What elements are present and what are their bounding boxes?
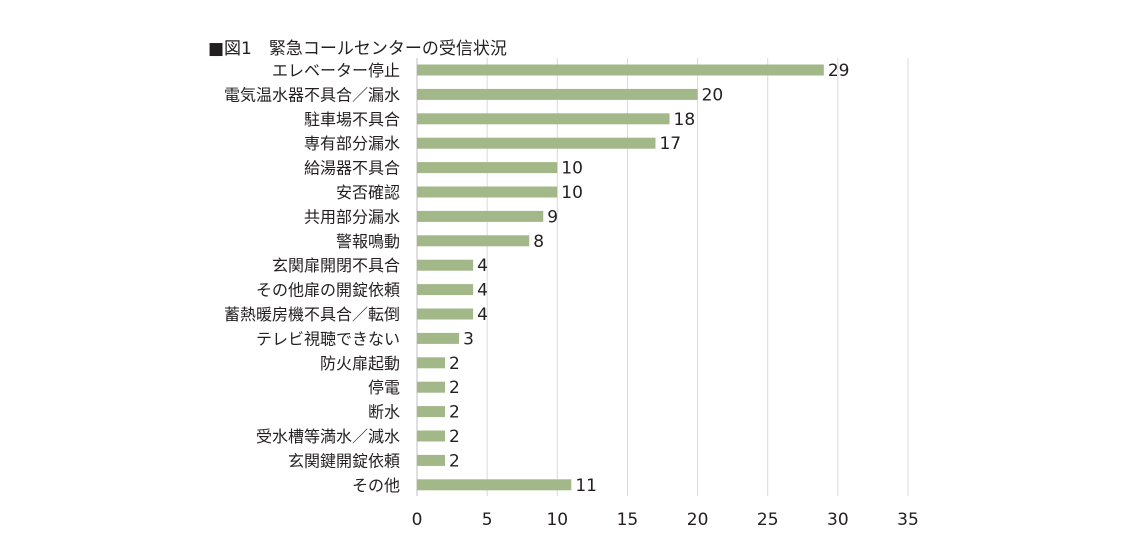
data-label: 2 <box>449 427 460 447</box>
data-label: 17 <box>659 134 681 154</box>
data-label: 3 <box>463 329 474 349</box>
category-label: 専有部分漏水 <box>304 134 400 153</box>
data-label: 9 <box>547 207 558 227</box>
x-tick-label: 25 <box>757 510 779 530</box>
bar <box>417 210 544 222</box>
category-label: 蓄熱暖房機不具合／転倒 <box>224 305 400 324</box>
category-label: その他 <box>352 476 400 495</box>
category-label: テレビ視聴できない <box>256 329 400 348</box>
data-label: 2 <box>449 403 460 423</box>
data-label: 4 <box>477 281 488 301</box>
category-label: 警報鳴動 <box>336 232 400 251</box>
category-label: エレベーター停止 <box>272 61 400 80</box>
data-label: 2 <box>449 451 460 471</box>
data-label: 4 <box>477 305 488 325</box>
bar <box>417 113 670 125</box>
bar <box>417 64 824 76</box>
category-label: その他扉の開錠依頼 <box>256 281 400 300</box>
category-labels: エレベーター停止電気温水器不具合／漏水駐車場不具合専有部分漏水給湯器不具合安否確… <box>224 61 400 495</box>
category-label: 共用部分漏水 <box>304 207 400 226</box>
bar <box>417 406 446 418</box>
data-label: 8 <box>533 232 544 252</box>
bar <box>417 357 446 369</box>
category-label: 断水 <box>368 403 400 422</box>
data-label: 10 <box>561 183 583 203</box>
data-label: 11 <box>575 476 597 496</box>
bar <box>417 284 474 296</box>
category-label: 電気温水器不具合／漏水 <box>224 85 400 104</box>
x-tick-label: 10 <box>546 510 568 530</box>
data-label: 18 <box>674 110 696 130</box>
bar <box>417 137 656 149</box>
bar <box>417 332 460 344</box>
chart-title: ■図1 緊急コールセンターの受信状況 <box>208 39 507 59</box>
x-tick-label: 35 <box>897 510 919 530</box>
bars <box>417 64 824 491</box>
data-label: 29 <box>828 61 850 81</box>
bar <box>417 186 558 198</box>
bar <box>417 381 446 393</box>
x-axis-ticks: 0 5 10 15 20 25 30 35 <box>412 510 919 530</box>
data-label: 20 <box>702 85 724 105</box>
x-tick-label: 5 <box>482 510 493 530</box>
data-label: 2 <box>449 378 460 398</box>
bar <box>417 235 530 247</box>
category-label: 防火扉起動 <box>320 354 400 373</box>
category-label: 駐車場不具合 <box>304 110 400 129</box>
x-tick-label: 0 <box>412 510 423 530</box>
category-label: 玄関鍵開錠依頼 <box>288 451 400 470</box>
bar <box>417 88 698 100</box>
data-label: 2 <box>449 354 460 374</box>
category-label: 停電 <box>368 378 400 397</box>
x-tick-label: 15 <box>617 510 639 530</box>
x-tick-label: 20 <box>687 510 709 530</box>
bar <box>417 430 446 442</box>
category-label: 受水槽等満水／減水 <box>256 427 400 446</box>
bar <box>417 479 572 491</box>
data-label: 4 <box>477 256 488 276</box>
bar <box>417 308 474 320</box>
bar <box>417 454 446 466</box>
category-label: 玄関扉開閉不具合 <box>272 256 400 275</box>
category-label: 給湯器不具合 <box>304 159 400 178</box>
gridlines <box>416 58 909 496</box>
data-label: 10 <box>561 159 583 179</box>
bar <box>417 162 558 174</box>
x-tick-label: 30 <box>827 510 849 530</box>
bar <box>417 259 474 271</box>
category-label: 安否確認 <box>336 183 400 202</box>
